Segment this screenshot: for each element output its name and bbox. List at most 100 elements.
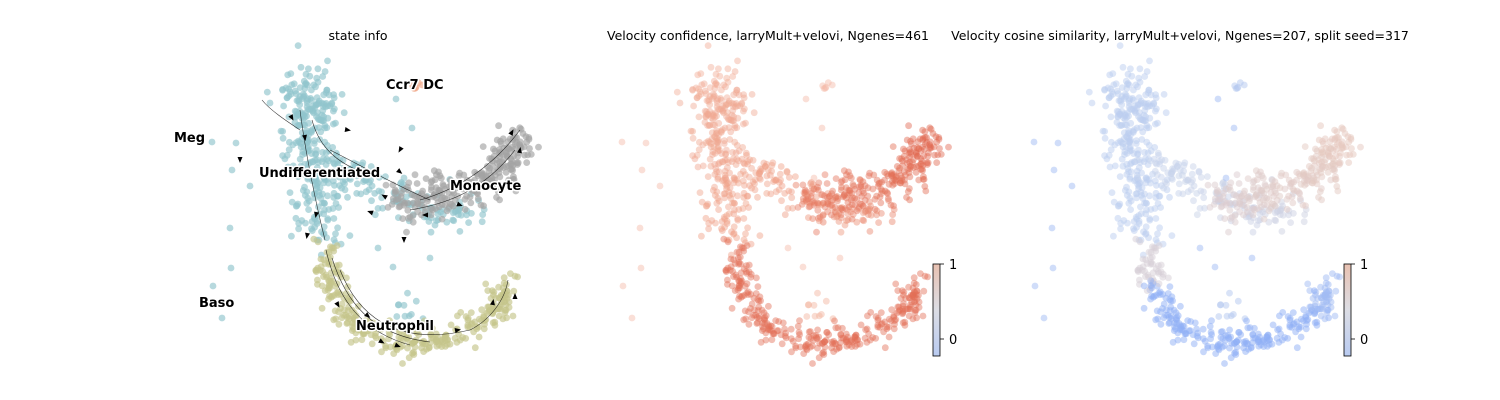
panel-1-cell-point xyxy=(345,315,353,322)
panel-2-cell-point xyxy=(778,197,785,205)
panel-2-cell-point xyxy=(920,287,928,295)
panel-3-cell-point xyxy=(1054,139,1062,147)
panel-2-cell-point xyxy=(723,236,731,244)
panel-1-cell-point xyxy=(353,180,361,188)
panel-3-cell-point xyxy=(1275,339,1283,346)
panel-2-cell-point xyxy=(895,167,903,175)
panel-2-cell-point xyxy=(841,221,849,229)
panel-2-cell-point xyxy=(707,162,715,170)
panel-1-cell-point xyxy=(294,42,302,49)
panel-3-cell-point xyxy=(1121,151,1128,159)
panel-1-cell-point xyxy=(430,192,438,200)
panel-3-cell-point xyxy=(1180,161,1188,169)
panel-3-cell-point xyxy=(1276,192,1284,200)
panel-2-cell-point xyxy=(838,334,845,342)
panel-2-cell-point xyxy=(819,211,827,219)
panel-3-cell-point xyxy=(1233,343,1241,351)
panel-2-cell-point xyxy=(718,96,725,104)
panel-2-cell-point xyxy=(697,90,705,98)
panel-2-cell-point xyxy=(921,134,929,142)
panel-3-cell-point xyxy=(1151,205,1159,212)
panel-3-cell-point xyxy=(1146,57,1153,65)
panel-2-cell-point xyxy=(719,126,726,134)
panel-1-cell-point xyxy=(280,102,287,110)
panel-2-cell-point xyxy=(730,229,738,237)
panel-2-cell-point xyxy=(919,312,927,320)
panel-1-cell-point xyxy=(513,134,520,141)
panel-2-cell-point xyxy=(727,263,735,270)
panel-2-cell-point xyxy=(835,210,843,218)
panel-2-cell-point xyxy=(901,180,909,188)
panel-3-cell-point xyxy=(1116,173,1124,181)
panel-1-cell-point xyxy=(277,127,285,135)
panel-3-cell-point xyxy=(1213,186,1221,194)
panel-2-cell-point xyxy=(781,211,789,219)
panel-2-cell-point xyxy=(756,293,764,301)
panel-2-cell-point xyxy=(824,79,832,86)
panel-2-cell-point xyxy=(913,291,920,298)
panel-1-cell-point xyxy=(310,140,318,147)
panel-3-cell-point xyxy=(1214,95,1222,103)
panel-2-cell-point xyxy=(926,144,934,152)
panel-2-cell-point xyxy=(720,190,728,198)
panel-1-cell-point xyxy=(329,205,337,212)
panel-2-cell-point xyxy=(713,188,721,196)
panel-1-cell-point xyxy=(317,117,325,124)
panel-1-cell-point xyxy=(323,273,330,281)
panel-1-cell-point xyxy=(293,202,301,210)
panel-2-cell-point xyxy=(893,172,900,180)
panel-2-cell-point xyxy=(873,176,881,184)
panel-2-cell-point xyxy=(881,176,888,184)
panel-3-cell-point xyxy=(1329,160,1337,168)
panel-2-cell-point xyxy=(738,100,745,108)
panel-3-cell-point xyxy=(1166,307,1174,314)
panel-2-cell-point xyxy=(718,218,726,225)
panel-3-cell-point xyxy=(1135,164,1143,172)
panel-2-cell-point xyxy=(723,164,731,172)
panel-3-cell-point xyxy=(1238,192,1246,200)
panel-2-cell-point xyxy=(824,208,831,216)
panel-2-cell-point xyxy=(756,169,763,176)
panel-3-cell-point xyxy=(1331,126,1338,134)
panel-3-cell-point xyxy=(1160,314,1168,322)
panel-3-cell-point xyxy=(1168,232,1176,240)
panel-2-cell-point xyxy=(778,182,786,190)
panel-2-cell-point xyxy=(844,191,851,199)
panel-2-cell-point xyxy=(841,176,849,184)
panel-2-cell-point xyxy=(873,211,880,219)
panel-3-cell-point xyxy=(1190,182,1198,190)
panel-2-cell-point xyxy=(753,274,760,282)
velocity-arrowhead xyxy=(314,211,319,218)
panel-3-cell-point xyxy=(1284,335,1292,342)
panel-2-cell-point xyxy=(729,190,736,198)
panel-2-cell-point xyxy=(805,328,813,336)
panel-3-cell-point xyxy=(1142,223,1150,231)
panel-3-cell-point xyxy=(1145,142,1153,149)
panel-2-cell-point xyxy=(723,212,730,220)
panel-2-cell-point xyxy=(711,191,719,199)
panel-2-cell-point xyxy=(725,210,733,218)
panel-2-cell-point xyxy=(875,180,883,188)
panel-2-cell-point xyxy=(691,155,699,163)
panel-3-cell-point xyxy=(1200,194,1208,202)
panel-2-cell-point xyxy=(704,122,711,129)
panel-2-cell-point xyxy=(912,148,920,156)
panel-1-cell-point xyxy=(465,219,472,227)
panel-1-cell-point xyxy=(519,130,527,137)
panel-1-cell-point xyxy=(297,63,305,71)
panel-2-cell-point xyxy=(781,325,788,333)
panel-2-cell-point xyxy=(832,324,840,332)
panel-2-cell-point xyxy=(727,195,735,202)
panel-2-cell-point xyxy=(706,107,714,115)
velocity-streamline xyxy=(311,119,373,177)
panel-1-cell-point xyxy=(372,334,380,342)
panel-2-cell-point xyxy=(890,175,898,183)
panel-3-cell-point xyxy=(1130,96,1137,104)
panel-1-cell-point xyxy=(232,139,240,147)
panel-2-cell-point xyxy=(933,159,941,167)
panel-2-cell-point xyxy=(874,314,882,322)
panel-1-cell-point xyxy=(361,176,368,184)
panel-2-cell-point xyxy=(910,274,918,282)
panel-1-cell-point xyxy=(414,79,422,86)
panel-2-cell-point xyxy=(918,157,926,165)
